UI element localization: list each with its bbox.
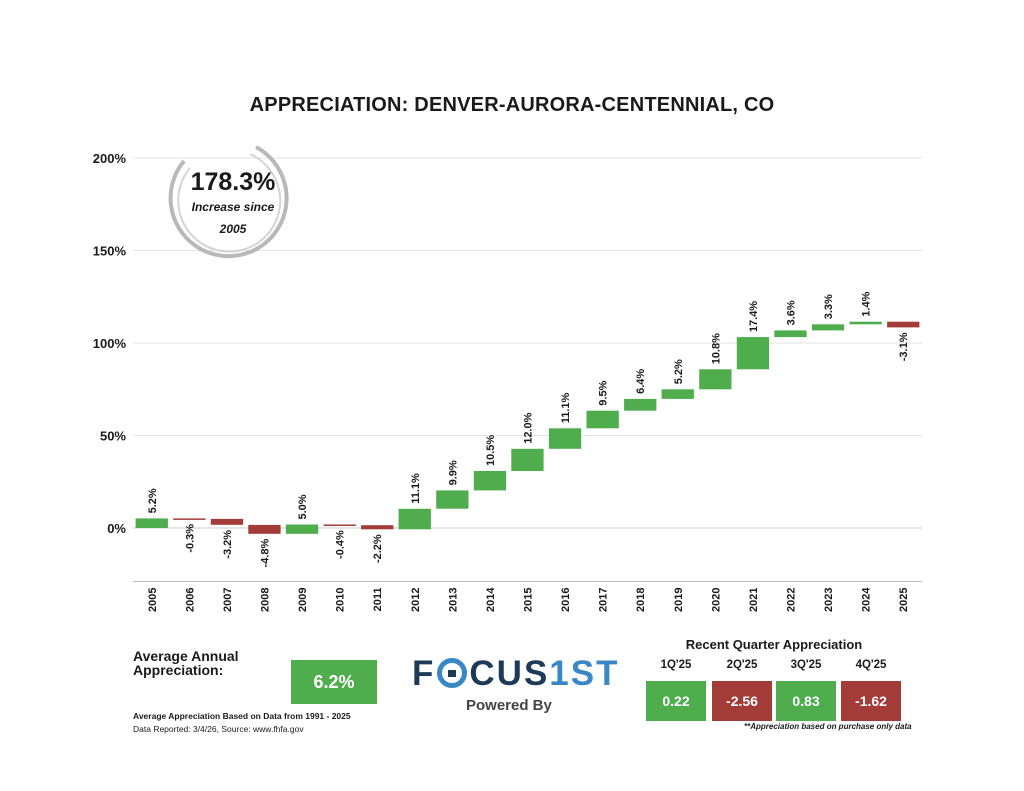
logo-1st: 1ST bbox=[549, 654, 620, 693]
bar bbox=[436, 490, 469, 509]
x-tick-label: 2013 bbox=[447, 588, 459, 612]
data-label: 9.5% bbox=[598, 380, 610, 405]
y-tick-label: 50% bbox=[100, 429, 126, 444]
data-label: 5.2% bbox=[673, 359, 685, 384]
data-label: -3.2% bbox=[222, 530, 234, 559]
bar bbox=[210, 518, 244, 525]
average-basis-note: Average Appreciation Based on Data from … bbox=[133, 711, 351, 721]
quarter-value-2: -2.56 bbox=[712, 681, 772, 721]
x-tick-label: 2018 bbox=[635, 588, 647, 612]
bar bbox=[887, 321, 920, 328]
x-tick-label: 2016 bbox=[560, 588, 572, 612]
y-tick-label: 200% bbox=[93, 151, 127, 166]
data-label: -0.3% bbox=[184, 524, 196, 553]
quarter-label-4: 4Q'25 bbox=[855, 659, 887, 671]
bar bbox=[361, 525, 394, 530]
bar bbox=[736, 337, 770, 370]
data-source-note: Data Reported: 3/4/26, Source: www.fhfa.… bbox=[133, 724, 304, 734]
data-label: -0.4% bbox=[335, 530, 347, 559]
x-tick-label: 2014 bbox=[485, 587, 497, 612]
logo-cus: CUS bbox=[469, 654, 550, 693]
house-o-icon bbox=[437, 658, 468, 688]
y-tick-label: 150% bbox=[93, 244, 127, 259]
data-label: 5.0% bbox=[297, 494, 309, 519]
badge-ring bbox=[168, 145, 289, 259]
quarter-value-4: -1.62 bbox=[841, 681, 901, 721]
data-label: 17.4% bbox=[748, 301, 760, 332]
total-increase-value: 178.3% bbox=[190, 168, 276, 196]
bar bbox=[849, 321, 882, 325]
x-tick-label: 2025 bbox=[898, 588, 910, 612]
bar bbox=[323, 524, 356, 526]
x-tick-label: 2006 bbox=[184, 588, 196, 612]
average-appreciation-label: Average Annual Appreciation: bbox=[133, 648, 239, 678]
x-tick-label: 2010 bbox=[335, 588, 347, 612]
x-tick-label: 2012 bbox=[410, 588, 422, 612]
x-tick-label: 2020 bbox=[710, 588, 722, 612]
data-label: 11.1% bbox=[560, 392, 572, 423]
data-label: -3.1% bbox=[898, 332, 910, 361]
purchase-only-note: **Appreciation based on purchase only da… bbox=[744, 722, 912, 731]
x-tick-label: 2015 bbox=[523, 588, 535, 612]
x-tick-label: 2023 bbox=[823, 588, 835, 612]
bar bbox=[624, 398, 657, 411]
bar bbox=[548, 428, 582, 449]
bar bbox=[699, 369, 732, 390]
bar bbox=[586, 410, 619, 429]
recent-quarter-title: Recent Quarter Appreciation bbox=[685, 637, 863, 652]
x-tick-label: 2017 bbox=[598, 588, 610, 612]
x-tick-label: 2011 bbox=[372, 588, 384, 612]
x-tick-label: 2005 bbox=[147, 588, 159, 612]
x-tick-label: 2009 bbox=[297, 588, 309, 612]
x-tick-label: 2019 bbox=[673, 588, 685, 612]
data-label: -2.2% bbox=[372, 534, 384, 563]
bar bbox=[285, 524, 319, 534]
bar bbox=[473, 471, 507, 491]
x-tick-label: 2008 bbox=[260, 588, 272, 612]
quarter-value-3: 0.83 bbox=[776, 681, 836, 721]
x-tick-label: 2024 bbox=[861, 587, 873, 612]
data-label: 1.4% bbox=[861, 291, 873, 316]
average-appreciation-value: 6.2% bbox=[291, 660, 377, 704]
bar bbox=[661, 389, 694, 399]
bar bbox=[511, 448, 544, 471]
x-tick-label: 2007 bbox=[222, 588, 234, 612]
bar bbox=[398, 508, 431, 530]
x-tick-label: 2022 bbox=[786, 588, 798, 612]
total-increase-caption: Increase since bbox=[191, 200, 275, 214]
quarter-label-1: 1Q'25 bbox=[660, 659, 692, 671]
bar bbox=[774, 330, 807, 338]
total-increase-badge: 178.3% Increase since 2005 bbox=[168, 138, 298, 268]
data-label: 6.4% bbox=[635, 369, 647, 394]
data-label: 9.9% bbox=[447, 460, 459, 485]
total-increase-year: 2005 bbox=[219, 222, 247, 236]
data-label: 3.6% bbox=[786, 300, 798, 325]
quarter-value-1: 0.22 bbox=[646, 681, 706, 721]
data-label: 11.1% bbox=[410, 473, 422, 504]
focus1st-logo: F CUS1ST bbox=[412, 654, 620, 694]
y-tick-label: 100% bbox=[93, 336, 127, 351]
data-label: -4.8% bbox=[260, 538, 272, 567]
data-label: 10.8% bbox=[710, 333, 722, 364]
bar bbox=[135, 518, 168, 528]
data-label: 5.2% bbox=[147, 488, 159, 513]
quarter-label-2: 2Q'25 bbox=[726, 659, 758, 671]
data-label: 3.3% bbox=[823, 294, 835, 319]
appreciation-chart: 0% 50% 100% 150% 200% 5.2% 2005 -0.3% 2006 -3.2% 2… bbox=[93, 151, 922, 612]
powered-by-text: Powered By bbox=[466, 697, 552, 714]
data-label: 12.0% bbox=[523, 412, 535, 443]
logo-letter-f: F bbox=[412, 654, 436, 693]
chart-title: APPRECIATION: DENVER-AURORA-CENTENNIAL, … bbox=[249, 94, 775, 116]
bar bbox=[248, 524, 281, 534]
y-tick-label: 0% bbox=[107, 521, 126, 536]
quarter-label-3: 3Q'25 bbox=[790, 659, 822, 671]
bar bbox=[811, 324, 845, 331]
x-tick-label: 2021 bbox=[748, 588, 760, 612]
bar bbox=[173, 518, 206, 520]
data-label: 10.5% bbox=[485, 435, 497, 466]
